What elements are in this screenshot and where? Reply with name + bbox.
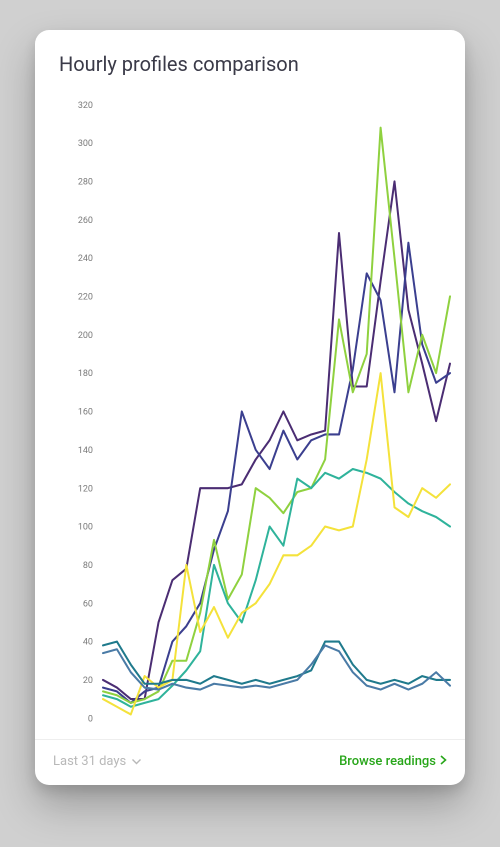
y-tick-label: 0 bbox=[88, 714, 93, 724]
y-tick-label: 280 bbox=[78, 177, 93, 187]
browse-label: Browse readings bbox=[339, 754, 436, 769]
browse-readings-link[interactable]: Browse readings bbox=[339, 754, 447, 769]
y-tick-label: 100 bbox=[78, 523, 93, 533]
y-tick-label: 220 bbox=[78, 292, 93, 302]
series-line-series-darkpurple bbox=[103, 181, 450, 699]
y-tick-label: 160 bbox=[78, 407, 93, 417]
y-tick-label: 200 bbox=[78, 331, 93, 341]
caret-down-icon bbox=[132, 754, 141, 769]
chevron-right-icon bbox=[440, 754, 447, 769]
chart-area: 0 20 40 60 80 100 120 140 160 180 200 220 240 260 280 3… bbox=[35, 86, 465, 739]
y-tick-label: 60 bbox=[83, 599, 93, 609]
y-tick-label: 320 bbox=[78, 101, 93, 111]
period-label: Last 31 days bbox=[53, 754, 126, 769]
y-tick-label: 80 bbox=[83, 561, 93, 571]
card-footer: Last 31 days Browse readings bbox=[35, 739, 465, 785]
y-tick-label: 40 bbox=[83, 638, 93, 648]
line-chart: 0 20 40 60 80 100 120 140 160 180 200 220 240 260 280 3… bbox=[45, 86, 455, 739]
series-line-series-indigo bbox=[103, 243, 450, 703]
y-tick-label: 140 bbox=[78, 446, 93, 456]
series-line-series-darkteal bbox=[103, 642, 450, 684]
card-title: Hourly profiles comparison bbox=[35, 30, 465, 86]
y-tick-label: 120 bbox=[78, 484, 93, 494]
y-tick-label: 180 bbox=[78, 369, 93, 379]
dashboard-card: Hourly profiles comparison 0 20 40 60 80 100 1… bbox=[35, 30, 465, 785]
y-tick-label: 240 bbox=[78, 254, 93, 264]
period-picker[interactable]: Last 31 days bbox=[53, 754, 141, 769]
y-tick-label: 260 bbox=[78, 216, 93, 226]
y-tick-label: 300 bbox=[78, 139, 93, 149]
y-tick-label: 20 bbox=[83, 676, 93, 686]
